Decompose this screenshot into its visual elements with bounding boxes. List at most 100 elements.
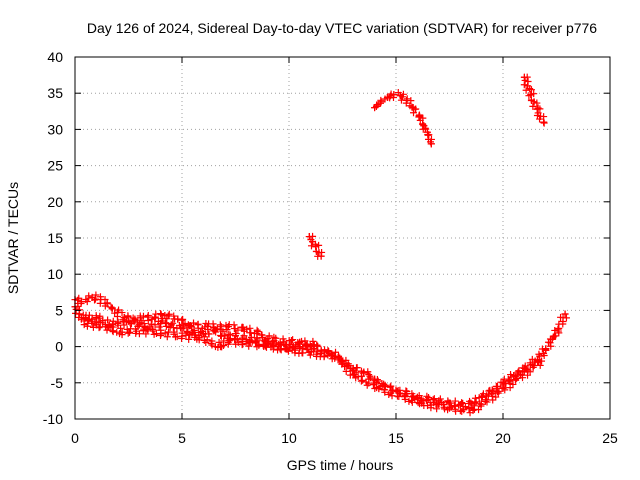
- data-point: [161, 311, 169, 319]
- y-tick-label: 40: [47, 49, 63, 65]
- data-point: [427, 140, 435, 148]
- data-point: [317, 252, 325, 260]
- series-arc-11h: [305, 232, 326, 260]
- data-point: [542, 346, 550, 354]
- data-point: [305, 233, 313, 241]
- data-point: [520, 73, 528, 81]
- series-upper-band: [71, 291, 321, 350]
- y-tick-label: 10: [47, 266, 63, 282]
- data-point: [97, 296, 105, 304]
- data-point: [555, 325, 563, 332]
- data-point: [157, 319, 165, 327]
- data-point: [524, 82, 532, 90]
- grid: [75, 57, 610, 419]
- data-point: [77, 298, 85, 306]
- data-point: [253, 330, 261, 338]
- chart-title: Day 126 of 2024, Sidereal Day-to-day VTE…: [87, 20, 597, 36]
- y-tick-label: -10: [43, 411, 63, 427]
- y-axis-label: SDTVAR / TECUs: [5, 182, 21, 294]
- y-tick-label: 15: [47, 230, 63, 246]
- series-arc-15h: [371, 89, 435, 148]
- data-point: [225, 337, 233, 345]
- data-point: [131, 315, 139, 323]
- data-point: [77, 315, 85, 323]
- data-point: [270, 337, 278, 345]
- data-point: [309, 238, 317, 246]
- data-point: [259, 341, 267, 349]
- data-point: [92, 314, 100, 322]
- data-point: [84, 319, 92, 327]
- series-lower-band: [77, 314, 546, 417]
- scatter-markers: [71, 291, 321, 350]
- data-point: [317, 346, 325, 354]
- data-point: [92, 321, 100, 329]
- data-point: [540, 118, 548, 126]
- data-point: [75, 310, 83, 318]
- x-tick-label: 20: [495, 430, 511, 446]
- data-point: [538, 357, 546, 365]
- x-tick-label: 25: [602, 430, 618, 446]
- data-point: [114, 319, 122, 327]
- data-point: [349, 370, 357, 378]
- data-point: [204, 322, 212, 330]
- data-point: [446, 404, 453, 412]
- data-point: [199, 330, 207, 338]
- data-point: [420, 122, 428, 130]
- data-point: [195, 334, 203, 342]
- data-point: [418, 399, 426, 407]
- data-point: [120, 314, 128, 322]
- data-point: [334, 353, 342, 361]
- x-tick-label: 10: [281, 430, 297, 446]
- y-tick-label: 35: [47, 85, 63, 101]
- data-point: [530, 98, 538, 106]
- data-point: [375, 385, 383, 393]
- data-point: [396, 91, 404, 99]
- data-point: [548, 335, 556, 343]
- data-point: [390, 91, 398, 99]
- scatter-markers: [371, 89, 435, 148]
- data-point: [377, 98, 385, 106]
- data-points: [71, 73, 570, 417]
- data-point: [312, 243, 320, 251]
- data-point: [118, 328, 126, 336]
- y-tick-label: 5: [55, 302, 63, 318]
- y-tick-label: 25: [47, 158, 63, 174]
- x-tick-label: 0: [71, 430, 79, 446]
- data-point: [561, 310, 569, 318]
- y-tick-label: 20: [47, 194, 63, 210]
- data-point: [469, 406, 477, 414]
- x-axis-label: GPS time / hours: [287, 457, 394, 473]
- y-tick-label: -5: [51, 375, 64, 391]
- data-point: [536, 112, 544, 120]
- data-point: [533, 105, 541, 113]
- data-point: [360, 368, 368, 376]
- x-tick-label: 5: [178, 430, 186, 446]
- data-point: [139, 327, 147, 335]
- data-point: [88, 293, 96, 301]
- data-point: [315, 248, 323, 256]
- axis-ticks: 0 5 10 15 20 25 -10 -5 0 5 10 15 20 25 30 35 40: [43, 49, 618, 446]
- data-point: [232, 332, 239, 340]
- series-arc-21h: [520, 73, 548, 127]
- data-point: [221, 332, 229, 340]
- data-point: [296, 338, 304, 346]
- data-point: [174, 315, 182, 323]
- data-point: [403, 96, 411, 104]
- y-tick-label: 30: [47, 121, 63, 137]
- data-point: [424, 131, 432, 139]
- data-point: [238, 324, 246, 332]
- data-point: [478, 393, 486, 401]
- data-point: [135, 321, 143, 329]
- data-point: [217, 343, 225, 351]
- data-point: [488, 386, 496, 394]
- data-point: [167, 321, 175, 329]
- data-point: [409, 104, 417, 112]
- y-tick-label: 0: [55, 339, 63, 355]
- data-point: [313, 341, 321, 349]
- data-point: [527, 91, 535, 99]
- data-point: [416, 112, 424, 120]
- x-tick-label: 15: [388, 430, 404, 446]
- data-point: [383, 94, 391, 102]
- data-point: [371, 104, 379, 112]
